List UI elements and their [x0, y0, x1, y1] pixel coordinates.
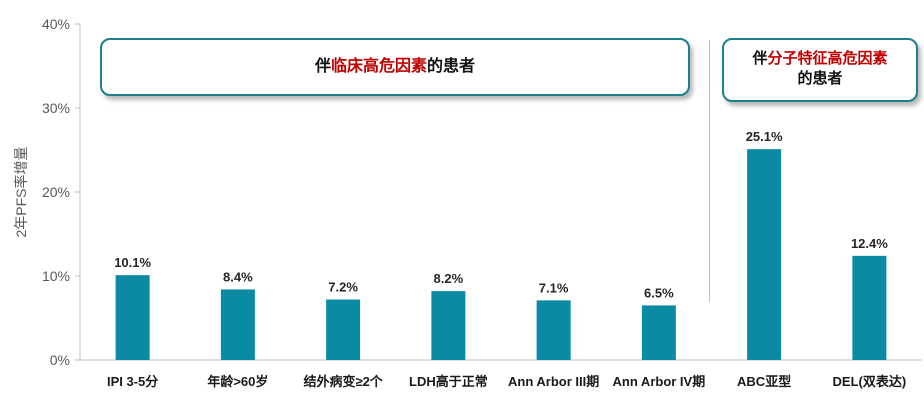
bar: [747, 149, 782, 360]
data-label: 8.2%: [434, 271, 464, 286]
clinical-risk-callout: 伴临床高危因素的患者: [100, 38, 690, 96]
category-label: DEL(双表达): [833, 374, 907, 389]
y-tick-label: 30%: [42, 100, 70, 116]
callout-right-highlight: 分子特征高危因素: [767, 50, 888, 67]
category-label: Ann Arbor III期: [508, 374, 599, 389]
bar: [536, 300, 571, 360]
chart-labels: 10.1% IPI 3-5分 8.4% 年龄>60岁 7.2% 结外病变≥2个 8.2% LD…: [107, 129, 906, 389]
category-label: LDH高于正常: [409, 374, 488, 389]
category-label: 结外病变≥2个: [303, 374, 383, 389]
bar: [326, 299, 361, 360]
data-label: 7.2%: [328, 280, 358, 295]
bar: [852, 255, 887, 360]
bar: [431, 291, 466, 360]
callout-left-suffix: 的患者: [427, 58, 476, 75]
category-label: Ann Arbor IV期: [613, 374, 706, 389]
data-label: 10.1%: [114, 255, 151, 270]
section-divider: [709, 40, 710, 302]
bar: [115, 275, 150, 360]
molecular-risk-callout: 伴分子特征高危因素的患者: [722, 38, 918, 102]
chart-bars: [115, 149, 887, 360]
data-label: 25.1%: [746, 129, 783, 144]
category-label: ABC亚型: [737, 374, 791, 389]
callout-left-highlight: 临床高危因素: [330, 58, 427, 75]
y-tick-label: 0%: [50, 352, 70, 368]
y-tick-label: 20%: [42, 184, 70, 200]
callout-left-prefix: 伴: [314, 58, 331, 75]
data-label: 12.4%: [851, 236, 888, 251]
y-tick-label: 10%: [42, 268, 70, 284]
callout-right-prefix: 伴: [752, 50, 768, 67]
y-axis-label: 2年PFS率增量: [13, 146, 29, 237]
callout-right-suffix: 的患者: [797, 70, 843, 87]
chart-axes: 0% 10% 20% 30% 40%: [42, 16, 922, 368]
y-tick-label: 40%: [42, 16, 70, 32]
data-label: 7.1%: [539, 280, 569, 295]
bar: [220, 289, 255, 360]
data-label: 8.4%: [223, 269, 253, 284]
data-label: 6.5%: [644, 285, 674, 300]
category-label: IPI 3-5分: [107, 374, 158, 389]
bar: [641, 305, 676, 360]
category-label: 年龄>60岁: [207, 374, 268, 389]
